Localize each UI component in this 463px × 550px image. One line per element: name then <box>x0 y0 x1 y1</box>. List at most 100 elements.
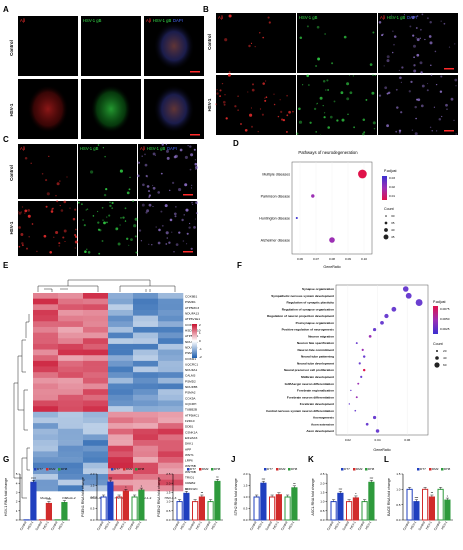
panel-d-count-dot <box>383 234 389 240</box>
cell-signal <box>115 227 119 230</box>
cell-signal <box>195 168 197 170</box>
heatmap-cell <box>158 332 184 339</box>
heatmap-legend-tick: 2 <box>199 323 201 327</box>
channel-label: DAPI <box>407 15 417 20</box>
cell-signal <box>257 131 259 133</box>
panel-f-term-label: Neural tube patterning <box>301 355 334 359</box>
heatmap-gene-label: EIF2AK3 <box>185 436 198 440</box>
cell-signal <box>410 80 413 84</box>
heatmap-cell <box>33 343 59 350</box>
cell-signal <box>144 153 146 156</box>
cell-signal <box>55 195 57 197</box>
cell-signal <box>27 214 31 218</box>
heatmap-cell <box>83 417 109 424</box>
cell-signal <box>317 57 321 61</box>
cell-signal <box>455 85 457 87</box>
cell-signal <box>372 74 374 76</box>
cell-signal <box>371 91 375 95</box>
heatmap-cell <box>58 332 84 339</box>
heatmap-cell <box>158 360 184 367</box>
bar <box>45 502 52 521</box>
heatmap-cell <box>33 474 59 480</box>
cell-signal <box>165 231 169 235</box>
category-label: Control <box>35 520 44 531</box>
panel-f-dot <box>358 362 361 365</box>
cell-signal <box>194 165 199 170</box>
cell-signal <box>411 129 414 131</box>
heatmap-cell <box>158 400 184 407</box>
significance-label: *** <box>109 476 113 480</box>
panel-f-dot <box>372 415 377 420</box>
y-tick-label: 0 <box>16 518 18 522</box>
cell-signal <box>420 28 422 31</box>
heatmap-cell <box>58 366 84 373</box>
cell-signal <box>75 228 77 231</box>
cell-signal <box>336 119 339 122</box>
cell-signal <box>417 98 421 102</box>
category-label: HSV-1 <box>195 520 203 530</box>
cell-signal <box>49 250 53 254</box>
heatmap-cell <box>108 445 134 452</box>
heatmap-cell <box>83 338 109 345</box>
heatmap-cell <box>33 406 59 413</box>
heatmap-cell <box>58 423 84 430</box>
significance-label: * <box>355 492 357 496</box>
y-tick-label: 1.0 <box>243 495 248 499</box>
cell-signal <box>72 217 76 221</box>
cell-signal <box>138 162 140 164</box>
heatmap-cell <box>83 304 109 311</box>
heatmap-sample-label: Mock-1 <box>40 496 50 500</box>
cell-signal <box>126 191 130 195</box>
row-label-control: Control <box>9 40 14 56</box>
category-label: HSV-1 <box>440 520 448 530</box>
micrograph-tile <box>216 13 296 73</box>
category-label: Control <box>188 520 197 531</box>
y-tick-label: 2.0 <box>320 481 325 485</box>
heatmap-cell <box>158 457 184 464</box>
cell-signal <box>346 82 350 86</box>
legend-swatch <box>365 468 368 471</box>
cell-signal <box>195 201 198 205</box>
channel-label: HSV-1 gB <box>83 18 102 23</box>
heatmap-cell <box>133 298 159 305</box>
panel-f-dot <box>362 355 366 358</box>
panel-d-count-tick: 40 <box>391 228 395 232</box>
cell-signal <box>424 38 426 41</box>
cell-signal <box>264 99 267 102</box>
heatmap-cell <box>108 440 134 447</box>
cell-signal <box>298 107 301 111</box>
cell-signal <box>288 110 291 114</box>
bar <box>107 481 114 521</box>
category-label: Control <box>127 520 136 531</box>
heatmap-cell <box>133 372 159 379</box>
panel-f-dotplot: Synapse organization Sympathetic nervous … <box>266 284 450 452</box>
heatmap-cell <box>83 451 109 458</box>
cell-signal <box>348 74 350 77</box>
panel-d-count-dot <box>385 215 387 217</box>
cell-signal <box>325 89 327 91</box>
y-tick-label: 0.0 <box>396 518 401 522</box>
legend-swatch <box>417 468 420 471</box>
heatmap-cell <box>158 406 184 413</box>
panel-f-count-dot <box>436 350 438 352</box>
cell-signal <box>104 155 106 158</box>
heatmap-cell <box>133 406 159 413</box>
panel-label-l: L <box>384 455 389 464</box>
cell-signal <box>122 216 125 219</box>
cell-signal <box>265 96 268 99</box>
cell-signal <box>315 64 318 68</box>
heatmap-sample-label: HSV-1-2 <box>140 496 152 500</box>
heatmap-cell <box>133 457 159 464</box>
cell-signal <box>184 183 188 187</box>
heatmap-gene-label: COX5A <box>185 396 196 400</box>
heatmap-gene-label: COX7A2 <box>185 323 197 327</box>
cell-signal <box>152 186 156 190</box>
cell-signal <box>152 152 156 156</box>
cell-signal <box>333 100 336 103</box>
cell-signal <box>99 229 102 232</box>
category-label: HSV-1 <box>179 520 187 530</box>
y-axis-label: ASCL RNA fold change <box>311 478 315 515</box>
heatmap-cell <box>58 389 84 396</box>
cell-signal <box>28 235 30 238</box>
heatmap-cell <box>133 321 159 328</box>
